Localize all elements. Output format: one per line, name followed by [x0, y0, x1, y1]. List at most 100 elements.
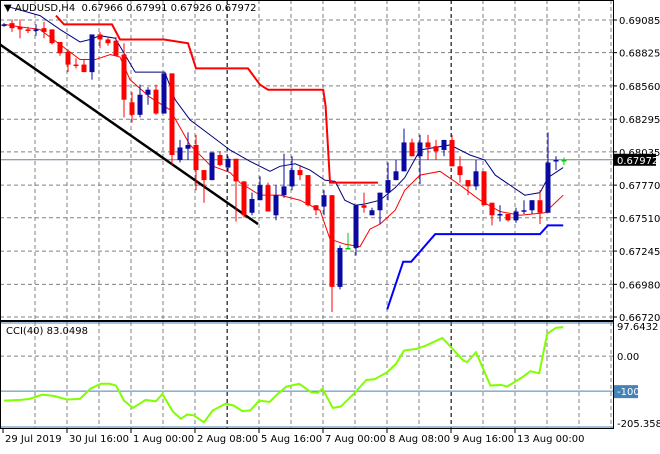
high-value: 0.67991: [126, 3, 168, 14]
time-tick-label: 13 Aug 00:00: [517, 434, 584, 445]
candle-body: [457, 166, 463, 176]
candle-body: [233, 158, 239, 182]
time-tick-label: 29 Jul 2019: [5, 434, 62, 445]
candle-body: [217, 155, 223, 166]
candle-body: [337, 247, 343, 287]
candle-body: [545, 162, 551, 213]
time-tick-label: 9 Aug 16:00: [453, 434, 514, 445]
fast-ma-line: [3, 23, 564, 248]
price-tick-label: 0.68560: [619, 82, 660, 93]
candle-body: [97, 34, 103, 40]
candle-body: [345, 247, 351, 250]
slow-ma-line: [3, 5, 564, 206]
time-tick-label: 5 Aug 16:00: [261, 434, 322, 445]
support-step-line: [386, 224, 564, 310]
candle-body: [49, 29, 55, 44]
cci-level-box: [614, 385, 638, 399]
candle-body: [57, 41, 63, 54]
candle-body: [25, 29, 31, 31]
candle-body: [497, 214, 503, 216]
cci-line: [3, 326, 564, 424]
price-tick-label: 0.68295: [619, 115, 660, 126]
candle-body: [201, 170, 207, 181]
candle-body: [89, 34, 95, 73]
candle-body: [113, 40, 119, 56]
cci-tick-label: 0.00: [617, 352, 639, 363]
candle-body: [489, 202, 495, 216]
candle-body: [313, 205, 319, 211]
candle-body: [225, 158, 231, 168]
open-value: 0.67966: [81, 3, 123, 14]
candle-body: [281, 186, 287, 196]
candle-body: [257, 185, 263, 201]
chart-header: ▼ AUDUSD,H4 0.67966 0.67991 0.67926 0.67…: [4, 3, 257, 14]
time-tick-label: 1 Aug 00:00: [133, 434, 194, 445]
price-tick-label: 0.67510: [619, 214, 660, 225]
resistance-step-line: [55, 14, 378, 184]
candle-body: [409, 142, 415, 157]
cci-tick-label: 97.6432: [617, 322, 658, 333]
candle-body: [273, 195, 279, 216]
candle-body: [473, 171, 479, 187]
candle-body: [393, 171, 399, 181]
trendline: [0, 43, 259, 226]
candle-body: [289, 170, 295, 187]
price-tick-label: 0.66980: [619, 280, 660, 291]
candle-body: [249, 198, 255, 213]
candle-body: [169, 73, 175, 155]
candle-body: [481, 171, 487, 206]
candle-body: [505, 214, 511, 221]
candle-body: [433, 146, 439, 152]
candle-body: [441, 139, 447, 150]
candle-body: [425, 142, 431, 148]
candle-body: [329, 195, 335, 287]
candle-body: [41, 28, 47, 32]
candle-body: [193, 144, 199, 171]
candle-body: [177, 147, 183, 161]
price-tick-label: 0.68825: [619, 49, 660, 60]
dropdown-triangle-icon[interactable]: ▼: [4, 3, 12, 14]
candle-body: [1, 24, 7, 26]
candle-body: [9, 23, 15, 29]
time-tick-label: 7 Aug 00:00: [325, 434, 386, 445]
candle-body: [417, 142, 423, 157]
candle-body: [73, 64, 79, 67]
candle-body: [241, 181, 247, 216]
candle-body: [561, 160, 567, 162]
price-tick-label: 0.66720: [619, 313, 660, 324]
cci-tick-label: -100: [617, 387, 640, 398]
candle-body: [385, 180, 391, 193]
candle-body: [265, 185, 271, 212]
current-price-label: 0.67972: [617, 156, 658, 167]
time-tick-label: 8 Aug 08:00: [389, 434, 450, 445]
candle-body: [129, 102, 135, 115]
candle-body: [377, 192, 383, 211]
candle-body: [81, 64, 87, 73]
candle-body: [361, 205, 367, 208]
candle-body: [529, 200, 535, 211]
main-plot-frame: [0, 0, 614, 321]
candle-body: [305, 175, 311, 206]
close-value: 0.67972: [215, 3, 257, 14]
candle-body: [401, 142, 407, 172]
candle-body: [321, 195, 327, 207]
cci-tick-label: -205.3584: [617, 419, 660, 430]
candle-body: [353, 205, 359, 248]
price-tick-label: 0.67770: [619, 181, 660, 192]
candle-body: [17, 26, 23, 30]
candle-body: [553, 160, 559, 162]
cci-plot-frame: [0, 321, 614, 429]
candle-body: [137, 94, 143, 115]
candle-body: [537, 200, 543, 213]
candle-body: [297, 170, 303, 176]
candle-body: [105, 39, 111, 44]
price-tick-label: 0.69085: [619, 16, 660, 27]
candle-body: [465, 180, 471, 187]
candle-body: [449, 139, 455, 167]
candle-body: [33, 29, 39, 31]
candle-body: [513, 211, 519, 221]
price-tick-label: 0.68035: [619, 148, 660, 159]
cci-label: CCI(40) 83.0498: [6, 326, 88, 337]
symbol-label: AUDUSD,H4: [14, 3, 76, 14]
